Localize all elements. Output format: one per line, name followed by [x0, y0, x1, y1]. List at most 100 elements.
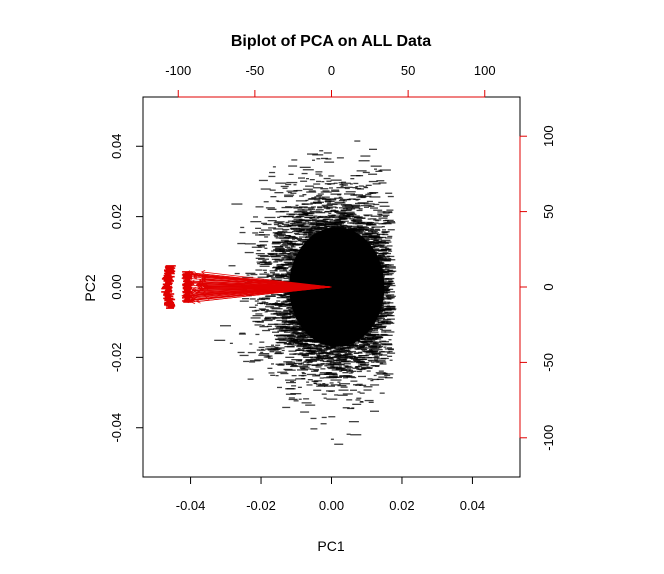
- score-point: [375, 170, 383, 172]
- score-point: [290, 192, 297, 194]
- score-point: [363, 368, 367, 370]
- score-point: [352, 219, 363, 222]
- score-point: [282, 406, 291, 409]
- score-point: [250, 273, 258, 276]
- score-point: [312, 187, 323, 189]
- score-point: [277, 337, 287, 339]
- score-point: [380, 351, 385, 353]
- score-point: [357, 391, 361, 393]
- score-point: [377, 213, 383, 215]
- score-point: [345, 211, 355, 213]
- score-point: [271, 344, 274, 346]
- score-point: [314, 340, 319, 342]
- score-point: [291, 375, 297, 377]
- score-point: [244, 243, 256, 245]
- score-point: [341, 184, 347, 186]
- score-point: [280, 185, 289, 188]
- score-point: [383, 274, 393, 276]
- score-point: [277, 364, 285, 366]
- score-point: [295, 349, 301, 351]
- score-point: [267, 208, 277, 210]
- score-point: [335, 353, 339, 355]
- score-point: [315, 222, 324, 224]
- score-point: [301, 330, 307, 332]
- score-point: [262, 329, 271, 332]
- score-point: [316, 219, 327, 221]
- score-point: [383, 372, 388, 374]
- score-point: [306, 361, 313, 364]
- score-point: [328, 416, 336, 418]
- score-point: [305, 229, 313, 231]
- score-point: [338, 365, 342, 367]
- score-point: [269, 349, 279, 351]
- score-point: [296, 337, 308, 339]
- score-point: [289, 311, 293, 313]
- score-point: [368, 234, 378, 237]
- score-point: [378, 254, 385, 256]
- score-point: [378, 261, 384, 264]
- score-point: [387, 347, 392, 349]
- score-point: [328, 175, 335, 177]
- score-point: [345, 366, 353, 368]
- score-point: [331, 226, 340, 228]
- score-point: [246, 294, 252, 296]
- score-point: [274, 323, 279, 325]
- score-point: [363, 228, 374, 230]
- score-point: [265, 207, 275, 209]
- score-point: [259, 273, 270, 275]
- score-point: [358, 195, 363, 197]
- score-point: [330, 346, 341, 348]
- score-point: [370, 341, 378, 343]
- score-point: [367, 218, 371, 220]
- score-point: [357, 368, 365, 370]
- score-point: [276, 314, 286, 316]
- score-point: [358, 351, 363, 353]
- score-point: [298, 177, 305, 179]
- score-point: [263, 271, 267, 274]
- score-point: [319, 150, 324, 152]
- score-point: [319, 349, 325, 351]
- score-point: [334, 221, 346, 223]
- score-point: [329, 220, 341, 222]
- score-point: [293, 332, 301, 334]
- score-point: [297, 344, 302, 346]
- score-point: [375, 372, 386, 374]
- score-point: [258, 297, 263, 299]
- score-point: [387, 297, 394, 299]
- score-point: [309, 224, 315, 226]
- score-point: [281, 349, 285, 352]
- score-point: [388, 258, 392, 260]
- score-point: [277, 231, 284, 233]
- score-point: [375, 232, 380, 234]
- score-point: [305, 199, 309, 202]
- score-point: [295, 237, 302, 240]
- score-point: [306, 362, 310, 364]
- score-point: [305, 404, 316, 406]
- score-point: [290, 333, 299, 335]
- score-point: [356, 361, 365, 364]
- score-point: [367, 347, 378, 349]
- score-point: [292, 327, 304, 329]
- score-point: [345, 191, 356, 193]
- score-point: [285, 361, 295, 363]
- score-point: [220, 325, 231, 327]
- score-point: [275, 247, 285, 249]
- score-point: [365, 334, 377, 336]
- score-point: [303, 361, 307, 363]
- score-point: [295, 378, 306, 380]
- score-point: [307, 233, 317, 235]
- score-point: [295, 233, 300, 235]
- score-point: [276, 277, 285, 279]
- score-point: [283, 261, 292, 263]
- score-point: [383, 288, 389, 290]
- score-point: [318, 343, 325, 345]
- score-point: [297, 209, 305, 211]
- score-point: [314, 199, 321, 201]
- score-point: [358, 355, 368, 357]
- score-point: [363, 203, 375, 205]
- score-point: [291, 159, 298, 161]
- score-point: [277, 241, 289, 244]
- score-point: [334, 201, 345, 203]
- score-point: [348, 198, 356, 200]
- score-point: [306, 373, 316, 376]
